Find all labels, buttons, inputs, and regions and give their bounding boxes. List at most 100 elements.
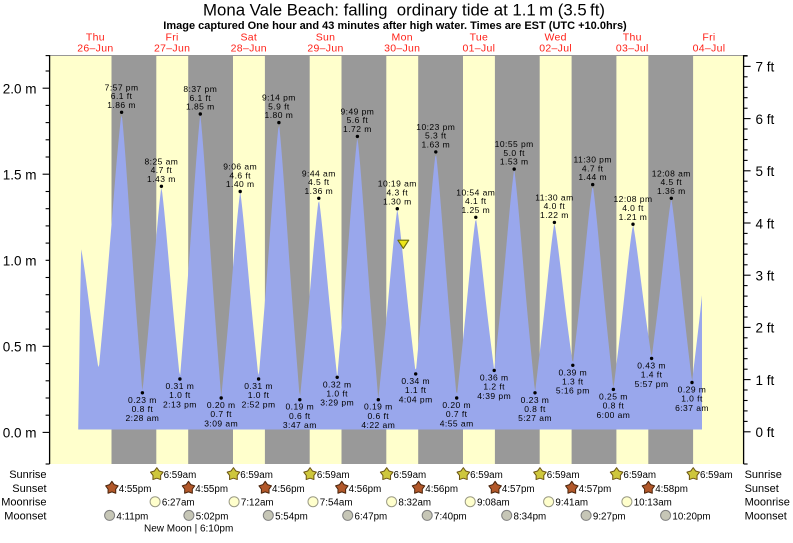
svg-text:6:59am: 6:59am (164, 470, 197, 481)
svg-text:0.6 ft: 0.6 ft (367, 411, 389, 421)
svg-text:4:58pm: 4:58pm (655, 484, 688, 495)
svg-text:5:16 pm: 5:16 pm (556, 386, 590, 396)
svg-text:4.5 ft: 4.5 ft (660, 177, 682, 187)
svg-text:0.39 m: 0.39 m (558, 367, 587, 377)
svg-text:8:34pm: 8:34pm (514, 511, 547, 522)
svg-text:3:09 am: 3:09 am (204, 418, 238, 428)
svg-text:1.43 m: 1.43 m (147, 174, 176, 184)
svg-text:Sun: Sun (316, 32, 336, 44)
svg-text:7:54am: 7:54am (320, 498, 353, 509)
svg-text:9:41am: 9:41am (555, 498, 588, 509)
svg-text:Wed: Wed (544, 32, 566, 44)
svg-text:0.0 m: 0.0 m (3, 426, 37, 441)
svg-text:6:00 am: 6:00 am (596, 410, 630, 420)
svg-text:26–Jun: 26–Jun (77, 43, 113, 55)
svg-text:5 ft: 5 ft (756, 164, 775, 179)
svg-text:11:30 am: 11:30 am (535, 192, 573, 202)
svg-text:Thu: Thu (623, 32, 642, 44)
svg-text:0.23 m: 0.23 m (521, 395, 550, 405)
svg-text:5.0 ft: 5.0 ft (503, 148, 525, 158)
svg-text:Moonrise: Moonrise (745, 497, 790, 509)
svg-text:1 ft: 1 ft (756, 373, 775, 388)
svg-text:1.1 ft: 1.1 ft (405, 385, 427, 395)
svg-text:4:57pm: 4:57pm (502, 484, 535, 495)
svg-text:2:28 am: 2:28 am (125, 413, 159, 423)
svg-text:4:57pm: 4:57pm (579, 484, 612, 495)
svg-text:0.8 ft: 0.8 ft (524, 404, 546, 414)
svg-text:9:08am: 9:08am (477, 498, 510, 509)
svg-text:0.6 ft: 0.6 ft (289, 411, 311, 421)
svg-text:7:57 pm: 7:57 pm (105, 82, 139, 92)
svg-text:Sunrise: Sunrise (9, 469, 46, 481)
svg-text:8:25 am: 8:25 am (144, 156, 178, 166)
svg-text:1.30 m: 1.30 m (383, 196, 412, 206)
svg-text:4:56pm: 4:56pm (425, 484, 458, 495)
svg-text:12:08 pm: 12:08 pm (613, 194, 652, 204)
svg-text:Sunrise: Sunrise (745, 469, 782, 481)
svg-text:4:39 pm: 4:39 pm (477, 391, 511, 401)
svg-text:0.31 m: 0.31 m (166, 381, 195, 391)
svg-text:4:55pm: 4:55pm (119, 484, 152, 495)
svg-text:1.0 ft: 1.0 ft (248, 390, 270, 400)
svg-text:Moonset: Moonset (745, 510, 787, 522)
svg-text:6.1 ft: 6.1 ft (111, 91, 133, 101)
svg-text:Tue: Tue (470, 32, 489, 44)
svg-text:1.36 m: 1.36 m (304, 186, 333, 196)
svg-text:4.0 ft: 4.0 ft (544, 201, 566, 211)
svg-text:6:59am: 6:59am (700, 470, 733, 481)
svg-text:30–Jun: 30–Jun (384, 43, 420, 55)
svg-text:03–Jul: 03–Jul (616, 43, 649, 55)
svg-text:9:14 pm: 9:14 pm (262, 93, 296, 103)
svg-text:Mon: Mon (392, 32, 413, 44)
svg-text:Moonrise: Moonrise (1, 497, 46, 509)
svg-text:6:59am: 6:59am (240, 470, 273, 481)
svg-text:4.5 ft: 4.5 ft (308, 177, 330, 187)
svg-text:1.86 m: 1.86 m (107, 100, 136, 110)
svg-text:4.1 ft: 4.1 ft (465, 196, 487, 206)
svg-text:Image captured One hour and 43: Image captured One hour and 43 minutes a… (163, 20, 627, 32)
svg-text:6.1 ft: 6.1 ft (189, 93, 211, 103)
svg-text:4:55pm: 4:55pm (195, 484, 228, 495)
svg-text:7 ft: 7 ft (756, 60, 775, 75)
svg-text:1.80 m: 1.80 m (265, 110, 294, 120)
svg-text:2.0 m: 2.0 m (3, 82, 37, 97)
svg-text:Moonset: Moonset (4, 510, 46, 522)
svg-text:9:06 am: 9:06 am (223, 162, 257, 172)
svg-text:8:32am: 8:32am (398, 498, 431, 509)
svg-text:1.25 m: 1.25 m (461, 205, 490, 215)
svg-text:01–Jul: 01–Jul (463, 43, 496, 55)
svg-text:0.8 ft: 0.8 ft (132, 404, 154, 414)
svg-text:4 ft: 4 ft (756, 216, 775, 231)
svg-text:4.6 ft: 4.6 ft (229, 170, 251, 180)
svg-text:6:27am: 6:27am (162, 498, 195, 509)
svg-text:Sat: Sat (240, 32, 257, 44)
svg-text:0.5 m: 0.5 m (3, 340, 37, 355)
svg-text:1.21 m: 1.21 m (619, 212, 648, 222)
svg-text:5:54pm: 5:54pm (275, 511, 308, 522)
svg-text:28–Jun: 28–Jun (231, 43, 267, 55)
svg-text:1.63 m: 1.63 m (421, 140, 450, 150)
svg-text:4:56pm: 4:56pm (349, 484, 382, 495)
svg-text:1.36 m: 1.36 m (657, 186, 686, 196)
svg-text:6:37 am: 6:37 am (675, 403, 709, 413)
svg-text:1.0 ft: 1.0 ft (326, 389, 348, 399)
svg-text:02–Jul: 02–Jul (539, 43, 572, 55)
svg-text:1.22 m: 1.22 m (540, 210, 569, 220)
svg-text:4.7 ft: 4.7 ft (151, 165, 173, 175)
svg-text:6:59am: 6:59am (317, 470, 350, 481)
svg-text:Thu: Thu (86, 32, 105, 44)
svg-text:5:27 am: 5:27 am (518, 413, 552, 423)
svg-text:9:49 pm: 9:49 pm (340, 106, 374, 116)
svg-text:3:47 am: 3:47 am (283, 420, 317, 430)
svg-text:29–Jun: 29–Jun (307, 43, 343, 55)
svg-text:10:20pm: 10:20pm (672, 511, 710, 522)
svg-text:04–Jul: 04–Jul (693, 43, 726, 55)
svg-text:0.32 m: 0.32 m (323, 379, 352, 389)
svg-text:4:55 am: 4:55 am (440, 418, 474, 428)
svg-text:0.29 m: 0.29 m (678, 385, 707, 395)
svg-text:5.3 ft: 5.3 ft (425, 131, 447, 141)
svg-text:New Moon | 6:10pm: New Moon | 6:10pm (144, 524, 233, 535)
svg-text:3 ft: 3 ft (756, 269, 775, 284)
svg-text:0.19 m: 0.19 m (285, 402, 314, 412)
svg-text:0.34 m: 0.34 m (401, 376, 430, 386)
